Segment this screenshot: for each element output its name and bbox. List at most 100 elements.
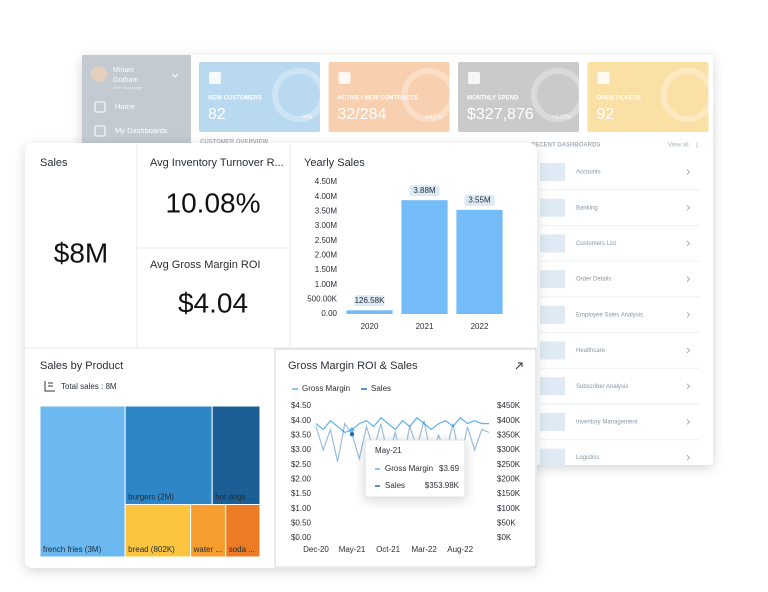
dashboard-name[interactable]: Banking	[576, 205, 598, 211]
tile-label: hot dogs ...	[215, 493, 255, 502]
y-tick-label: 1.50M	[315, 265, 338, 274]
nav-icon	[94, 101, 106, 113]
dashboard-name[interactable]: Healthcare	[576, 348, 606, 354]
tooltip-label: Sales	[385, 481, 405, 490]
treemap-tile	[124, 405, 213, 506]
y-tick-label: $2.50	[291, 460, 312, 469]
value-label: 3.55M	[468, 195, 491, 204]
kpi-card	[458, 62, 579, 132]
card-label: OPEN TICKETS	[597, 96, 641, 102]
y2-tick-label: $100K	[497, 504, 521, 513]
y-tick-label: $1.00	[291, 504, 312, 513]
yearly-sales-chart: 0.00 500.00K 1.00M 1.50M 2.00M 2.50M 3.00M 3.50…	[307, 177, 503, 331]
tile-value: $8M	[54, 237, 108, 268]
tile-title: Avg Inventory Turnover R...	[150, 157, 284, 169]
x-tick-label: Aug-22	[447, 545, 473, 554]
y-tick-label: $4.50	[291, 401, 312, 410]
bar	[346, 310, 393, 314]
card-value: 92	[597, 106, 615, 123]
y2-tick-label: $300K	[497, 445, 521, 454]
chevron	[686, 454, 691, 461]
y2-tick-label: $150K	[497, 489, 521, 498]
y2-tick-label: $50K	[497, 518, 516, 527]
tile-title: Avg Gross Margin ROI	[150, 259, 260, 271]
thumbnail	[540, 377, 565, 396]
view-all-link[interactable]: View all	[668, 143, 689, 149]
kpi-card	[328, 62, 450, 132]
recent-dashboards: Accounts Banking Customers List Order Detai…	[540, 163, 700, 467]
tile-title: Sales	[40, 157, 68, 169]
card-value: 82	[208, 106, 226, 123]
y-tick-label: $3.50	[291, 430, 312, 439]
y2-tick-label: $250K	[497, 460, 521, 469]
treemap-icon	[44, 381, 55, 392]
treemap-tile	[225, 504, 261, 558]
expand-icon[interactable]	[515, 362, 523, 370]
y2-tick-label: $350K	[497, 430, 521, 439]
legend-label: Sales	[371, 384, 391, 393]
thumbnail	[540, 341, 565, 360]
nav-icon	[94, 125, 106, 137]
y2-tick-label: $0K	[497, 533, 512, 542]
tooltip-value: $3.69	[439, 464, 460, 473]
margin-sales-chart: $0.00 $0.50 $1.00 $1.50 $2.00 $2.50 $3.00 $3.50…	[291, 384, 521, 554]
dashboard-name[interactable]: Subscriber Analysis	[576, 384, 628, 390]
avatar	[91, 66, 107, 82]
treemap-tile	[211, 405, 261, 506]
kpi-card	[199, 62, 320, 132]
x-tick-label: 2020	[361, 322, 379, 331]
y-tick-label: $4.00	[291, 416, 312, 425]
chevron	[686, 347, 691, 354]
thumbnail	[540, 448, 565, 467]
dashboard-name[interactable]: Employee Sales Analysis	[576, 312, 643, 318]
tile-label: soda ...	[229, 545, 255, 554]
thumbnail	[540, 305, 565, 324]
chevron	[686, 276, 691, 282]
dashboard-name[interactable]: Inventory Management	[576, 419, 638, 425]
x-tick-label: Oct-21	[376, 545, 401, 554]
nav-item[interactable]: My Dashboards	[115, 126, 168, 135]
thumbnail	[540, 198, 565, 217]
y2-tick-label: $400K	[497, 416, 521, 425]
user-name: Miriam	[113, 67, 134, 74]
dashboard-name[interactable]: Logistics	[576, 455, 599, 461]
selected-panel[interactable]	[274, 348, 537, 568]
y-tick-label: 3.00M	[315, 221, 338, 230]
user-name: Graham	[113, 77, 138, 84]
y-tick-label: 4.50M	[315, 177, 338, 186]
y-tick-label: 2.00M	[315, 250, 338, 259]
tooltip-label: Gross Margin	[385, 464, 433, 473]
y-tick-label: 1.00M	[315, 280, 338, 289]
value-label-box	[409, 185, 440, 197]
tile-label: french fries (3M)	[43, 545, 102, 554]
card-icon	[597, 72, 610, 84]
tooltip-title: May-21	[375, 446, 402, 455]
chart-title: Sales by Product	[40, 360, 123, 372]
dashboard-name[interactable]: Accounts	[576, 170, 601, 176]
y-tick-label: 500.00K	[307, 294, 337, 303]
card-change: +1.12%	[552, 114, 571, 120]
value-label-box	[354, 295, 385, 307]
y-tick-label: 4.00M	[315, 192, 338, 201]
nav-item[interactable]: Home	[115, 102, 135, 111]
card-value: 32/284	[338, 106, 387, 123]
y-tick-label: $2.00	[291, 474, 312, 483]
y-tick-label: $0.50	[291, 518, 312, 527]
y-tick-label: $0.00	[291, 533, 312, 542]
card-watermark	[272, 68, 326, 122]
card-watermark	[660, 68, 715, 122]
user-role: SVP Technology	[113, 85, 142, 90]
dashboard-name[interactable]: Customers List	[576, 241, 616, 247]
hover-point	[349, 431, 355, 437]
chart-title: Yearly Sales	[304, 157, 365, 169]
card-change: +4.2%	[426, 114, 442, 120]
y2-tick-label: $450K	[497, 401, 521, 410]
dashboard-name[interactable]: Order Details	[576, 277, 611, 283]
chevron[interactable]	[171, 73, 179, 78]
card-icon	[338, 72, 351, 84]
x-tick-label: Dec-20	[303, 545, 329, 554]
card-value: $327,876	[467, 106, 534, 123]
